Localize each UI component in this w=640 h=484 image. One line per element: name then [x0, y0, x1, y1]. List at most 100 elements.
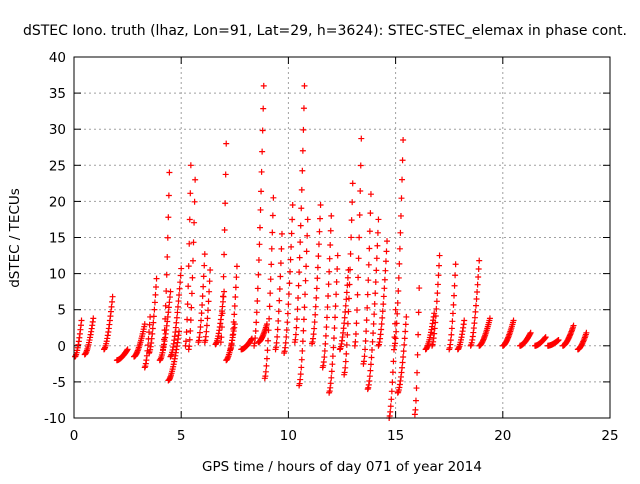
- data-point: [352, 331, 359, 338]
- data-point: [434, 290, 441, 297]
- data-point: [378, 321, 385, 328]
- data-point: [277, 273, 284, 280]
- data-point: [369, 346, 376, 353]
- data-arc: [446, 261, 459, 353]
- data-point: [373, 267, 380, 274]
- data-point: [218, 324, 225, 331]
- data-point: [300, 126, 307, 133]
- data-point: [163, 288, 170, 295]
- data-point: [185, 283, 192, 290]
- data-point: [391, 334, 398, 341]
- data-point: [343, 341, 350, 348]
- data-arc: [544, 337, 562, 349]
- data-point: [381, 276, 388, 283]
- data-point: [396, 245, 403, 252]
- data-point: [146, 329, 153, 336]
- data-point: [387, 403, 394, 410]
- data-point: [372, 290, 379, 297]
- data-point: [370, 320, 377, 327]
- data-point: [353, 320, 360, 327]
- data-point: [448, 325, 455, 332]
- y-tick-label: 25: [49, 158, 66, 174]
- data-point: [205, 298, 212, 305]
- data-point: [329, 361, 336, 368]
- data-point: [432, 313, 439, 320]
- data-point: [199, 302, 206, 309]
- data-point: [198, 317, 205, 324]
- data-point: [389, 379, 396, 386]
- data-point: [189, 274, 196, 281]
- data-point: [293, 316, 300, 323]
- data-point: [354, 291, 361, 298]
- data-point: [229, 332, 236, 339]
- data-point: [412, 406, 419, 413]
- data-point: [435, 272, 442, 279]
- data-point: [387, 408, 394, 415]
- data-point: [304, 232, 311, 239]
- data-point: [343, 289, 350, 296]
- data-point: [252, 335, 259, 342]
- data-point: [325, 292, 332, 299]
- data-point: [364, 291, 371, 298]
- data-point: [269, 212, 276, 219]
- data-point: [263, 321, 270, 328]
- data-arc: [360, 191, 374, 367]
- data-point: [362, 346, 369, 353]
- data-point: [259, 148, 266, 155]
- data-point: [399, 176, 406, 183]
- y-tick-label: -10: [44, 411, 66, 427]
- data-point: [256, 224, 263, 231]
- data-arc: [101, 293, 116, 353]
- data-point: [334, 252, 341, 259]
- data-point: [184, 316, 191, 323]
- data-arc: [516, 329, 534, 349]
- data-point: [471, 314, 478, 321]
- data-point: [220, 273, 227, 280]
- data-point: [328, 368, 335, 375]
- x-tick-label: 10: [280, 428, 297, 444]
- data-point: [146, 321, 153, 328]
- data-point: [412, 397, 419, 404]
- data-point: [192, 176, 199, 183]
- data-point: [301, 82, 308, 89]
- plot-frame: [73, 56, 611, 419]
- data-point: [393, 328, 400, 335]
- data-point: [285, 291, 292, 298]
- data-point: [450, 301, 457, 308]
- data-point: [230, 319, 237, 326]
- data-point: [327, 227, 334, 234]
- data-point: [510, 317, 517, 324]
- data-point: [274, 326, 281, 333]
- data-point: [267, 276, 274, 283]
- data-point: [415, 309, 422, 316]
- data-point: [289, 216, 296, 223]
- data-point: [221, 288, 228, 295]
- data-point: [303, 248, 310, 255]
- data-point: [207, 266, 214, 273]
- data-point: [253, 319, 260, 326]
- data-point: [374, 229, 381, 236]
- data-point: [449, 318, 456, 325]
- data-point: [219, 310, 226, 317]
- data-point: [400, 353, 407, 360]
- data-point: [332, 303, 339, 310]
- data-point: [434, 281, 441, 288]
- data-point: [174, 309, 181, 316]
- data-point: [347, 266, 354, 273]
- data-point: [187, 162, 194, 169]
- data-point: [370, 330, 377, 337]
- data-point: [356, 212, 363, 219]
- data-point: [164, 253, 171, 260]
- data-point: [256, 241, 263, 248]
- data-point: [278, 245, 285, 252]
- data-arc: [131, 321, 148, 360]
- data-point: [348, 217, 355, 224]
- data-point: [221, 251, 228, 258]
- data-point: [161, 327, 168, 334]
- data-point: [176, 285, 183, 292]
- data-point: [173, 314, 180, 321]
- data-point: [303, 263, 310, 270]
- data-point: [363, 317, 370, 324]
- data-point: [153, 283, 160, 290]
